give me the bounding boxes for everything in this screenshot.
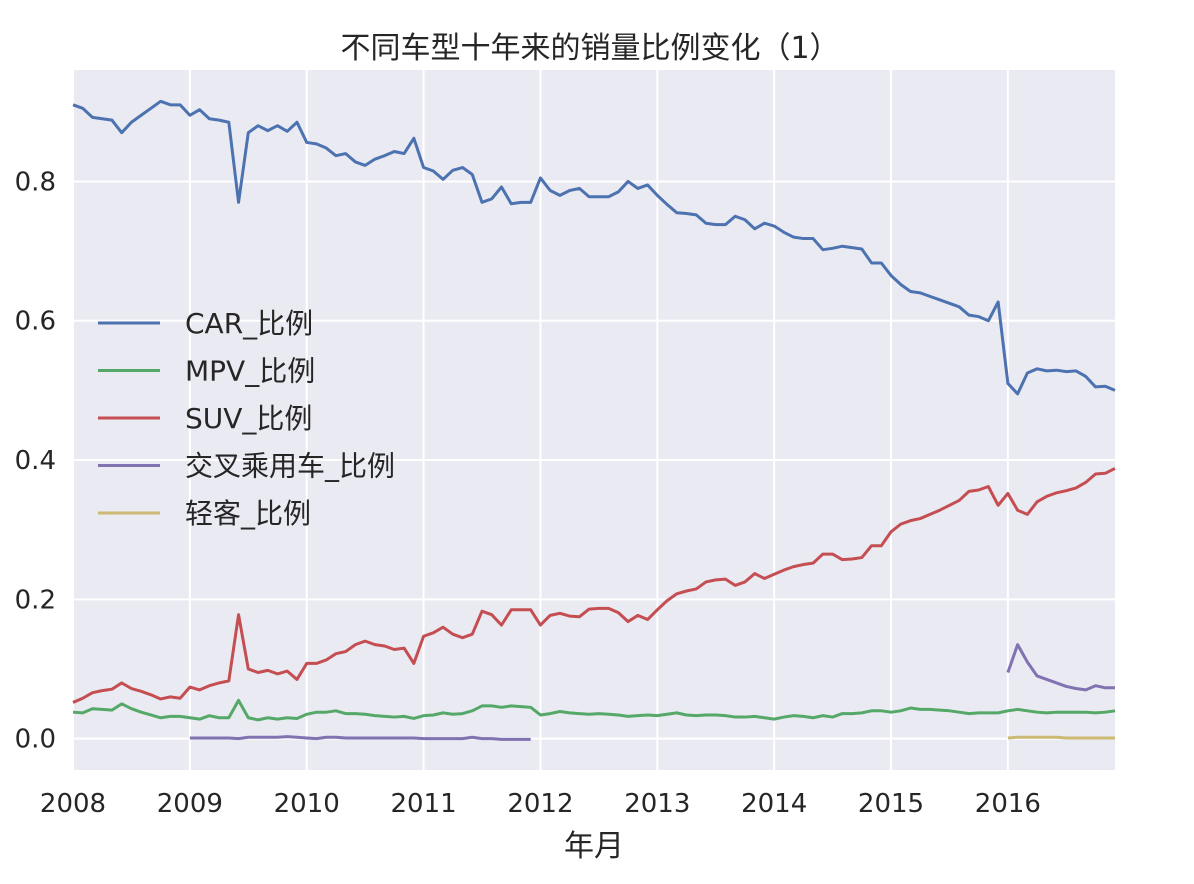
legend-label: 轻客_比例 — [185, 497, 311, 530]
y-tick-label: 0.6 — [15, 307, 56, 337]
legend-entry: MPV_比例 — [98, 355, 315, 388]
x-tick-label: 2010 — [274, 789, 340, 819]
legend-entry: SUV_比例 — [98, 402, 312, 435]
series-layer — [72, 99, 1116, 741]
series-line-4 — [1007, 735, 1115, 740]
x-tick-label: 2009 — [157, 789, 223, 819]
chart-title: 不同车型十年来的销量比例变化（1） — [340, 31, 839, 66]
series-line-1 — [72, 698, 1116, 722]
legend-label: CAR_比例 — [185, 307, 313, 340]
x-tick-label: 2014 — [741, 789, 807, 819]
y-tick-label: 0.0 — [15, 725, 56, 755]
series-line-0 — [72, 99, 1116, 396]
x-tick-labels: 2008 2009 2010 2011 2012 2013 2014 2015 2016 — [40, 789, 1041, 819]
legend-entry: 轻客_比例 — [98, 497, 311, 530]
legend-label: SUV_比例 — [185, 402, 312, 435]
y-tick-label: 0.4 — [15, 446, 56, 476]
x-tick-label: 2008 — [40, 789, 106, 819]
x-tick-label: 2012 — [507, 789, 573, 819]
series-line-3 — [189, 735, 531, 741]
x-tick-label: 2016 — [975, 789, 1041, 819]
x-axis-label: 年月 — [564, 829, 624, 864]
legend-entry: CAR_比例 — [98, 307, 313, 340]
y-tick-label: 0.8 — [15, 167, 56, 197]
y-tick-label: 0.2 — [15, 585, 56, 615]
series-line-2 — [72, 467, 1116, 704]
y-tick-labels: 0.0 0.2 0.4 0.6 0.8 — [15, 167, 56, 754]
legend-label: 交叉乘用车_比例 — [185, 450, 395, 483]
series-line-3 — [1006, 643, 1115, 692]
x-tick-label: 2015 — [858, 789, 924, 819]
gridlines — [72, 70, 1115, 770]
x-tick-label: 2013 — [624, 789, 690, 819]
legend-label: MPV_比例 — [185, 355, 315, 388]
legend-entry: 交叉乘用车_比例 — [98, 450, 395, 483]
x-tick-label: 2011 — [390, 789, 456, 819]
